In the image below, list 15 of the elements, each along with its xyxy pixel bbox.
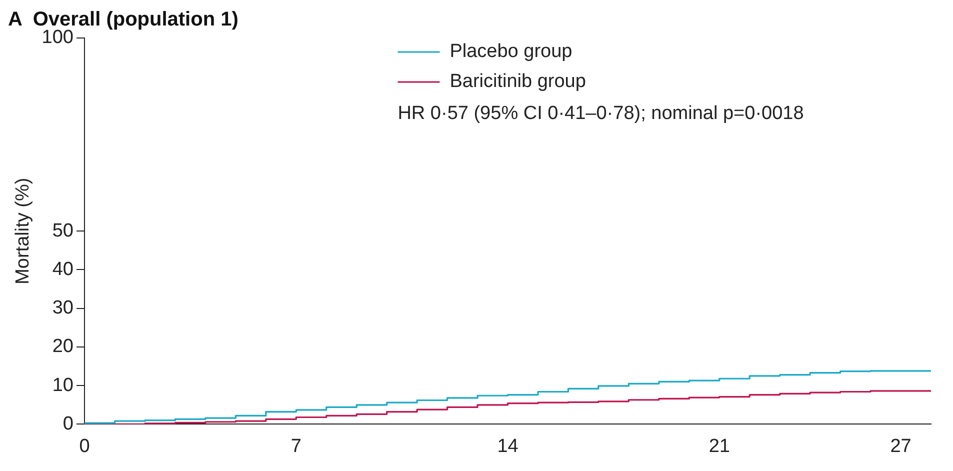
legend-label: Placebo group	[450, 41, 572, 62]
x-tick-label: 14	[497, 436, 519, 457]
y-tick-label: 10	[52, 374, 74, 396]
x-tick-label: 27	[890, 436, 912, 457]
y-tick-label: 0	[62, 413, 74, 434]
y-tick-label: 50	[52, 220, 74, 242]
y-axis-title: Mortality (%)	[12, 178, 34, 284]
x-tick-label: 0	[79, 436, 90, 457]
y-tick-label: 40	[52, 258, 74, 280]
legend-label: Baricitinib group	[450, 71, 586, 92]
x-tick-label: 7	[290, 436, 302, 457]
y-tick-label: 30	[52, 298, 74, 319]
y-tick-label: 20	[52, 336, 74, 358]
x-tick-label: 21	[708, 436, 730, 457]
annotation: HR 0·57 (95% CI 0·41–0·78); nominal p=0·0018	[398, 103, 804, 124]
